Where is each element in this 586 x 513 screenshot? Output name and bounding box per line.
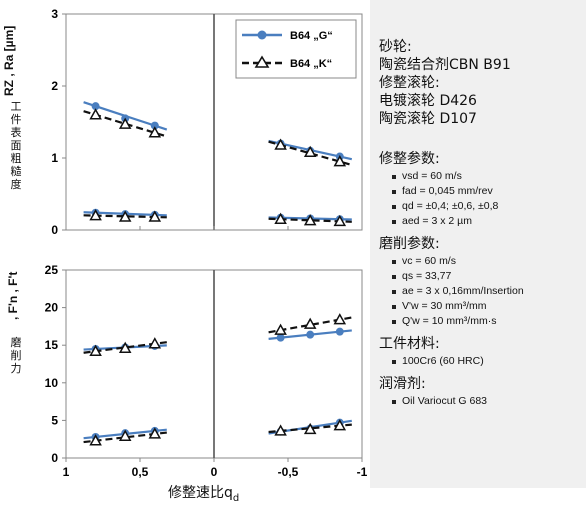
data-point-triangle (148, 126, 162, 138)
data-point-triangle (333, 419, 347, 431)
parameter-panel: 砂轮: 陶瓷结合剂CBN B91 修整滚轮: 电镀滚轮 D426 陶瓷滚轮 D1… (370, 0, 586, 488)
grinding-param: qs = 33,77 (392, 269, 586, 284)
legend-marker-triangle (254, 55, 270, 68)
dresser-item-1: 电镀滚轮 D426 (379, 93, 477, 109)
dressing-param: aed = 3 x 2 µm (392, 214, 586, 229)
y-tick-label: 20 (45, 301, 59, 315)
x-tick-label: 0,5 (132, 465, 149, 479)
data-point-triangle (148, 427, 162, 439)
legend-box (235, 19, 357, 79)
data-point-triangle (274, 138, 287, 150)
y-tick-label: 15 (45, 338, 59, 352)
dressing-params-title: 修整参数: (379, 151, 440, 167)
y-tick-label: 0 (51, 223, 58, 237)
data-point-triangle (89, 108, 102, 120)
legend: B64 „G“ B64 „K“ (235, 19, 357, 79)
y-tick-label: 25 (45, 263, 59, 277)
data-point-triangle (118, 210, 132, 222)
y-tick-label: 10 (45, 376, 59, 390)
data-point-triangle (303, 145, 317, 157)
data-point-triangle (118, 341, 132, 353)
x-tick-label: -0,5 (278, 465, 299, 479)
dressing-param: vsd = 60 m/s (392, 169, 586, 184)
data-point-triangle (333, 313, 347, 325)
x-tick-label: -1 (357, 465, 368, 479)
lubricant-title: 润滑剂: (379, 376, 426, 392)
data-point-circle (150, 121, 159, 130)
data-point-triangle (148, 337, 162, 349)
lubricant-list: Oil Variocut G 683 (392, 394, 586, 409)
y-tick-label: 0 (51, 451, 58, 465)
dressing-param: fad = 0,045 mm/rev (392, 184, 586, 199)
data-point-triangle (89, 344, 102, 356)
grinding-param: V'w = 30 mm³/mm (392, 299, 586, 314)
legend-marker-circle (257, 30, 267, 40)
lubricant-value: Oil Variocut G 683 (392, 394, 586, 409)
y-tick-label: 3 (51, 7, 58, 21)
data-point-triangle (333, 155, 347, 167)
grinding-param: Q'w = 10 mm³/mm·s (392, 314, 586, 329)
y-tick-label: 1 (51, 151, 58, 165)
data-point-triangle (89, 434, 102, 446)
data-point-triangle (274, 424, 287, 436)
dresser-item-2: 陶瓷滚轮 D107 (379, 111, 477, 127)
workpiece-value: 100Cr6 (60 HRC) (392, 354, 586, 369)
legend-label: B64 „G“ (290, 30, 333, 42)
data-point-triangle (303, 422, 317, 435)
dresser-title: 修整滚轮: (379, 75, 440, 91)
data-point-circle (306, 330, 315, 339)
data-point-triangle (148, 210, 162, 222)
dressing-param: qd = ±0,4; ±0,6, ±0,8 (392, 199, 586, 214)
grinding-wheel-value: 陶瓷结合剂CBN B91 (379, 57, 511, 73)
data-point-circle (91, 102, 100, 111)
y-tick-label: 5 (51, 413, 58, 427)
data-point-triangle (89, 209, 102, 221)
data-point-circle (335, 327, 344, 336)
data-point-triangle (118, 117, 132, 129)
data-point-triangle (303, 214, 317, 226)
data-point-triangle (274, 212, 287, 224)
grinding-wheel-title: 砂轮: (379, 39, 412, 55)
forces-ylabel-cn: 磨削力 (10, 336, 22, 375)
dressing-params-list: vsd = 60 m/s fad = 0,045 mm/rev qd = ±0,… (392, 169, 586, 229)
workpiece-title: 工件材料: (379, 336, 440, 352)
grinding-param: ae = 3 x 0,16mm/Insertion (392, 284, 586, 299)
grinding-params-list: vc = 60 m/s qs = 33,77 ae = 3 x 0,16mm/I… (392, 254, 586, 329)
grinding-param: vc = 60 m/s (392, 254, 586, 269)
workpiece-list: 100Cr6 (60 HRC) (392, 354, 586, 369)
data-point-triangle (118, 429, 132, 441)
x-tick-label: 1 (63, 465, 70, 479)
roughness-ylabel-cn: 工件表面粗糙度 (10, 100, 22, 191)
x-axis-title: 修整速比qd (168, 485, 240, 504)
y-tick-label: 2 (51, 79, 58, 93)
data-point-triangle (274, 323, 287, 335)
forces-ylabel-en: , F'n , F't (6, 271, 20, 320)
legend-label: B64 „K“ (290, 58, 332, 70)
roughness-ylabel-en: RZ , Ra [µm] (2, 25, 16, 96)
data-point-triangle (333, 214, 347, 227)
x-tick-label: 0 (211, 465, 218, 479)
grinding-params-title: 磨削参数: (379, 236, 440, 252)
data-point-circle (276, 333, 285, 342)
data-point-triangle (303, 317, 317, 329)
